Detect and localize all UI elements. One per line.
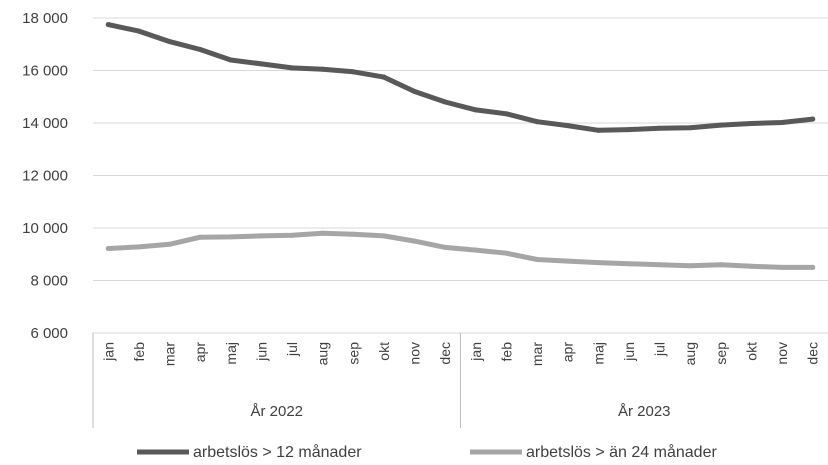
x-tick-label: maj xyxy=(223,342,239,365)
data-point xyxy=(810,116,816,122)
data-point xyxy=(718,262,724,268)
data-point xyxy=(657,125,663,131)
x-tick-label: jun xyxy=(621,342,637,362)
y-tick-label: 6 000 xyxy=(30,325,68,342)
y-tick-label: 14 000 xyxy=(22,115,68,132)
data-point xyxy=(503,111,509,117)
x-tick-label: dec xyxy=(805,342,821,365)
data-point xyxy=(167,39,173,45)
legend-label: arbetslös > än 24 månader xyxy=(526,443,717,461)
data-point xyxy=(412,89,418,94)
data-point xyxy=(718,122,724,128)
x-tick-label: dec xyxy=(437,342,453,365)
x-group-label: År 2023 xyxy=(618,403,671,420)
data-point xyxy=(167,241,173,247)
legend: arbetslös > 12 månader arbetslös > än 24 … xyxy=(137,443,717,461)
data-point xyxy=(442,99,448,105)
data-point xyxy=(442,244,448,250)
data-point xyxy=(626,261,632,267)
series-line-1 xyxy=(105,22,816,133)
x-tick-label: jun xyxy=(253,342,269,362)
data-point xyxy=(289,232,295,238)
x-tick-label: aug xyxy=(315,342,331,365)
data-point xyxy=(534,257,540,262)
x-tick-label: jul xyxy=(284,342,300,357)
data-point xyxy=(105,245,111,251)
data-point xyxy=(503,250,509,256)
x-tick-label: feb xyxy=(131,342,147,362)
data-point xyxy=(228,234,234,240)
data-point xyxy=(258,233,264,239)
data-point xyxy=(779,264,785,270)
data-point xyxy=(687,263,693,269)
data-point xyxy=(565,258,571,264)
x-tick-label: okt xyxy=(743,342,759,361)
x-tick-label: jan xyxy=(468,342,484,362)
data-point xyxy=(381,233,387,239)
x-tick-label: mar xyxy=(162,342,178,366)
x-axis: jan feb mar apr maj jun jul aug sep okt nov dec jan f… xyxy=(92,333,821,428)
data-point xyxy=(534,119,540,125)
data-point xyxy=(779,119,785,125)
data-point xyxy=(320,230,326,236)
x-tick-label: apr xyxy=(192,342,208,363)
data-point xyxy=(565,123,571,129)
data-point xyxy=(748,121,754,127)
x-tick-label: maj xyxy=(590,342,606,365)
data-point xyxy=(197,47,203,52)
data-point xyxy=(381,74,387,80)
data-point xyxy=(687,125,693,131)
data-point xyxy=(350,231,356,237)
data-point xyxy=(626,127,632,133)
x-group-label: År 2022 xyxy=(250,403,303,420)
data-point xyxy=(748,263,754,269)
data-point xyxy=(258,61,264,67)
x-tick-label: okt xyxy=(376,342,392,361)
x-tick-label: jul xyxy=(652,342,668,357)
y-tick-label: 12 000 xyxy=(22,168,68,185)
x-tick-label: sep xyxy=(345,342,361,365)
x-tick-label: mar xyxy=(529,342,545,366)
data-point xyxy=(657,262,663,268)
data-point xyxy=(197,234,203,240)
data-point xyxy=(289,65,295,71)
data-point xyxy=(136,28,142,34)
x-tick-label: nov xyxy=(774,342,790,365)
y-tick-label: 8 000 xyxy=(30,273,68,290)
x-tick-label: feb xyxy=(498,342,514,362)
y-tick-label: 10 000 xyxy=(22,220,68,237)
data-point xyxy=(412,238,418,244)
x-tick-label: nov xyxy=(407,342,423,365)
x-tick-label: sep xyxy=(713,342,729,365)
gridlines xyxy=(93,17,828,334)
data-point xyxy=(595,127,601,133)
data-point xyxy=(105,22,111,28)
legend-label: arbetslös > 12 månader xyxy=(193,443,362,461)
y-tick-label: 16 000 xyxy=(22,63,68,80)
plot-area xyxy=(105,22,816,270)
x-tick-label: aug xyxy=(682,342,698,365)
series-line-2 xyxy=(105,230,816,270)
data-point xyxy=(595,260,601,266)
data-point xyxy=(810,264,816,270)
y-tick-label: 18 000 xyxy=(22,10,68,27)
data-point xyxy=(473,247,479,253)
x-tick-label: apr xyxy=(560,342,576,363)
data-point xyxy=(136,244,142,250)
data-point xyxy=(473,107,479,113)
y-axis: 6 000 8 000 10 000 12 000 14 000 16 000 18 000 xyxy=(22,10,68,342)
x-tick-label: jan xyxy=(100,342,116,362)
data-point xyxy=(228,57,234,63)
data-point xyxy=(350,69,356,75)
data-point xyxy=(320,66,326,72)
